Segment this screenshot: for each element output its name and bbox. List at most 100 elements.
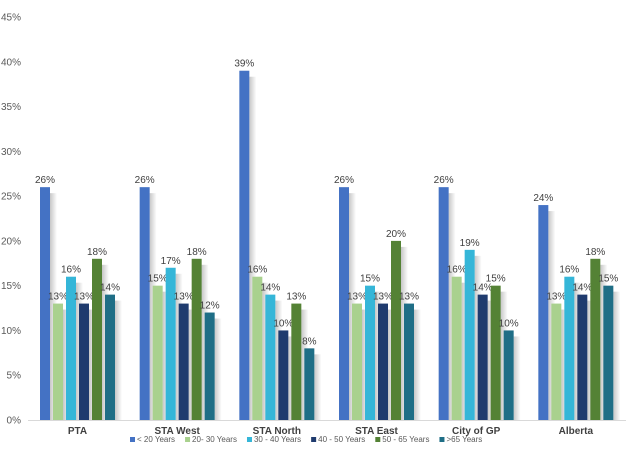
legend-swatch — [130, 437, 135, 442]
bar — [404, 303, 414, 420]
data-label: 26% — [35, 175, 55, 186]
bar — [551, 303, 562, 420]
bar — [191, 258, 202, 420]
category-label: STA North — [253, 426, 301, 437]
data-label: 13% — [347, 292, 367, 303]
bar — [105, 294, 115, 420]
bar — [538, 205, 549, 420]
category-label: STA East — [355, 426, 398, 437]
data-label: 14% — [572, 283, 592, 294]
bar-shadow — [414, 309, 421, 420]
data-label: 18% — [585, 247, 605, 258]
legend-label: >65 Years — [446, 435, 482, 444]
y-tick-label: 45% — [1, 13, 21, 24]
y-tick-label: 25% — [1, 192, 21, 203]
data-label: 13% — [48, 292, 68, 303]
data-label: 24% — [533, 193, 553, 204]
legend-swatch — [375, 437, 381, 442]
bar — [204, 312, 215, 420]
data-label: 18% — [187, 247, 207, 258]
legend-item: 20- 30 Years — [185, 435, 237, 444]
data-label: 16% — [447, 265, 467, 276]
bar — [339, 187, 349, 420]
x-axis: PTA STA West STA North STA East City of GP Al… — [28, 420, 626, 437]
legend-label: 30 - 40 Years — [254, 435, 301, 444]
bar — [352, 303, 362, 420]
bar — [365, 285, 375, 420]
y-tick-label: 10% — [1, 326, 21, 337]
data-label: 13% — [74, 292, 94, 303]
bar — [252, 276, 263, 420]
legend-item: >65 Years — [439, 435, 482, 444]
data-label: 18% — [87, 247, 107, 258]
bar — [278, 330, 289, 420]
data-label: 20% — [386, 229, 406, 240]
data-label: 10% — [273, 318, 293, 329]
legend-swatch — [311, 437, 317, 442]
bar — [391, 240, 401, 420]
category-label: City of GP — [452, 426, 501, 437]
y-tick-label: 30% — [1, 147, 21, 158]
data-label: 39% — [234, 59, 254, 70]
bar — [178, 303, 189, 420]
bar-shadow — [115, 300, 122, 420]
bar — [577, 294, 588, 420]
bar — [438, 187, 449, 420]
bar-shadow — [314, 354, 322, 420]
data-label: 26% — [334, 175, 354, 186]
bar — [40, 187, 50, 420]
data-label: 13% — [399, 292, 419, 303]
bar — [92, 258, 102, 420]
data-label: 14% — [100, 283, 120, 294]
data-label: 26% — [135, 175, 155, 186]
bar-shadow — [214, 318, 222, 420]
bar-shadow — [513, 336, 521, 420]
data-label: 13% — [546, 292, 566, 303]
data-label: 13% — [174, 292, 194, 303]
data-label: 10% — [499, 318, 519, 329]
legend-label: < 20 Years — [137, 435, 175, 444]
bar — [477, 294, 488, 420]
data-label: 14% — [473, 283, 493, 294]
data-label: 15% — [598, 274, 618, 285]
y-axis: 0% 5% 10% 15% 20% 25% 30% 35% 40% 45% — [1, 13, 21, 427]
bar — [590, 258, 601, 420]
data-label: 14% — [260, 283, 280, 294]
category-label: Alberta — [559, 426, 594, 437]
legend-label: 50 - 65 Years — [382, 435, 429, 444]
bar — [53, 303, 63, 420]
legend: < 20 Years 20- 30 Years 30 - 40 Years 40 - … — [130, 435, 482, 444]
bar — [265, 294, 276, 420]
y-tick-label: 5% — [7, 371, 22, 382]
legend-label: 40 - 50 Years — [318, 435, 365, 444]
legend-label: 20- 30 Years — [192, 435, 237, 444]
data-label: 17% — [161, 256, 181, 267]
bars: 26% 13% 16% 13% 18% 14% 26% 15% 17% 13% 18% 12% 39% 1… — [35, 59, 621, 420]
bar-shadow — [249, 76, 257, 420]
data-label: 16% — [247, 265, 267, 276]
data-label: 13% — [286, 292, 306, 303]
bar — [79, 303, 89, 420]
y-tick-label: 35% — [1, 102, 21, 113]
y-tick-label: 0% — [7, 416, 22, 427]
bar — [291, 303, 302, 420]
bar — [165, 267, 176, 420]
data-label: 8% — [302, 336, 317, 347]
legend-item: < 20 Years — [130, 435, 175, 444]
bar — [464, 249, 475, 420]
bar — [451, 276, 462, 420]
data-label: 16% — [559, 265, 579, 276]
bar — [139, 187, 150, 420]
category-label: STA West — [154, 426, 200, 437]
bar — [239, 70, 250, 420]
y-tick-label: 15% — [1, 281, 21, 292]
bar — [603, 285, 614, 420]
bar-shadow — [613, 291, 621, 420]
bar — [564, 276, 575, 420]
bar — [66, 276, 76, 420]
data-label: 15% — [360, 274, 380, 285]
y-tick-label: 40% — [1, 57, 21, 68]
data-label: 16% — [61, 265, 81, 276]
